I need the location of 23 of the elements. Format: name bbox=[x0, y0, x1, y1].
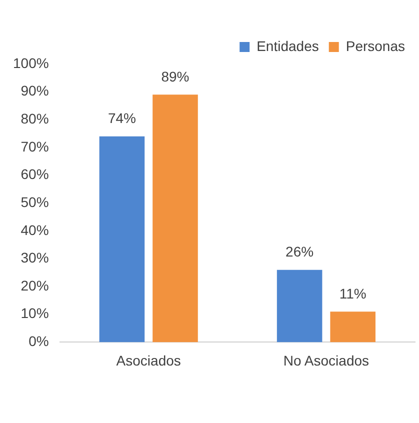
data-label: 26% bbox=[286, 244, 314, 260]
y-tick-label: 100% bbox=[12, 54, 49, 71]
y-tick-label: 60% bbox=[20, 166, 49, 182]
y-tick-label: 90% bbox=[20, 82, 49, 99]
bar bbox=[330, 312, 376, 342]
data-label: 11% bbox=[339, 285, 366, 302]
y-tick-label: 50% bbox=[20, 194, 49, 210]
y-tick-label: 10% bbox=[20, 305, 49, 322]
y-tick-label: 70% bbox=[20, 138, 49, 154]
y-tick-label: 80% bbox=[20, 110, 49, 126]
y-tick-label: 40% bbox=[20, 222, 49, 238]
bar bbox=[276, 270, 322, 342]
x-tick-label: Asociados bbox=[116, 352, 181, 368]
x-tick-label: No Asociados bbox=[283, 352, 370, 368]
legend-label: Entidades bbox=[256, 38, 319, 54]
y-tick-label: 0% bbox=[28, 333, 49, 350]
bar bbox=[152, 94, 198, 342]
bar bbox=[99, 136, 145, 342]
y-tick-label: 30% bbox=[20, 250, 49, 266]
data-label: 74% bbox=[108, 110, 136, 126]
data-label: 89% bbox=[161, 68, 190, 84]
y-tick-label: 20% bbox=[20, 277, 49, 294]
legend-label: Personas bbox=[346, 38, 406, 54]
